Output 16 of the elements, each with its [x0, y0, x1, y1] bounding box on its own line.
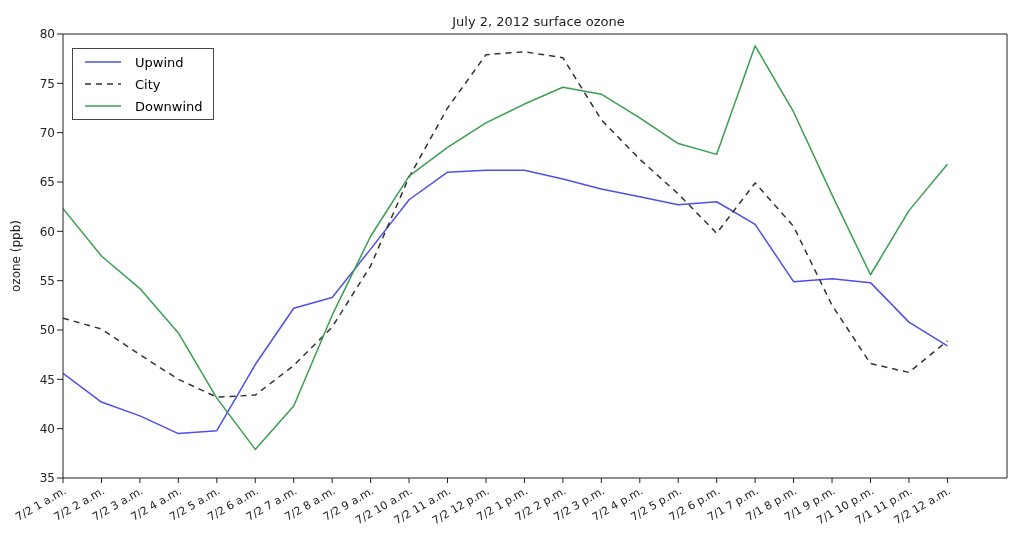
y-tick-label: 55: [39, 273, 55, 288]
y-tick-label: 35: [39, 471, 55, 486]
line-series: [63, 169, 949, 435]
y-tick-label: 45: [39, 372, 55, 387]
y-tick-label: 80: [39, 27, 55, 42]
y-tick-label: 65: [39, 175, 55, 190]
y-tick-label: 75: [39, 76, 55, 91]
y-axis-title: ozone (ppb): [9, 220, 24, 292]
legend-label: Downwind: [135, 98, 203, 114]
y-tick-label: 60: [39, 224, 55, 239]
y-tick-label: 70: [39, 125, 55, 140]
legend-label: City: [135, 76, 161, 92]
y-tick-label: 50: [39, 323, 55, 338]
y-tick-label: 40: [39, 421, 55, 436]
chart-title: July 2, 2012 surface ozone: [450, 14, 626, 29]
legend-label: Upwind: [135, 54, 184, 70]
